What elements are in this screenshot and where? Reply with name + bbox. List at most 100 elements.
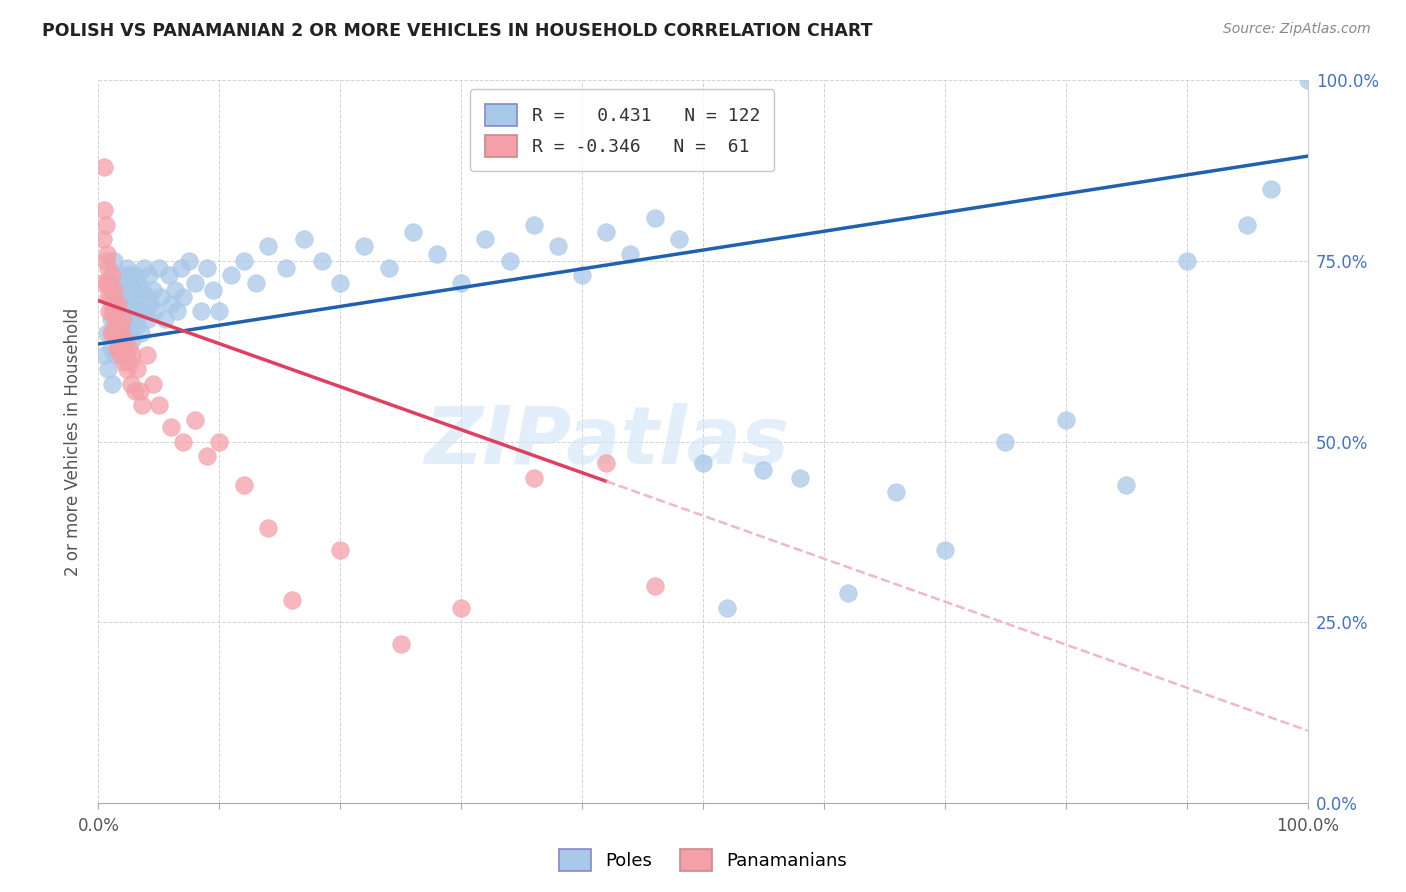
- Point: [143, 304, 166, 318]
- Y-axis label: 2 or more Vehicles in Household: 2 or more Vehicles in Household: [65, 308, 83, 575]
- Point: [523, 218, 546, 232]
- Point: [256, 239, 278, 253]
- Point: [124, 268, 146, 283]
- Point: [127, 276, 149, 290]
- Point: [127, 362, 149, 376]
- Point: [202, 283, 225, 297]
- Point: [105, 290, 128, 304]
- Point: [353, 239, 375, 253]
- Point: [115, 348, 138, 362]
- Point: [96, 326, 118, 340]
- Point: [329, 276, 352, 290]
- Point: [103, 297, 125, 311]
- Point: [108, 276, 131, 290]
- Point: [179, 253, 201, 268]
- Point: [112, 326, 135, 340]
- Point: [139, 297, 162, 311]
- Point: [111, 304, 134, 318]
- Point: [232, 253, 254, 268]
- Text: ZIPatlas: ZIPatlas: [423, 402, 789, 481]
- Point: [1115, 478, 1137, 492]
- Point: [148, 398, 170, 412]
- Point: [107, 341, 129, 355]
- Point: [166, 304, 188, 318]
- Point: [97, 290, 120, 304]
- Point: [100, 376, 122, 391]
- Point: [104, 304, 127, 318]
- Point: [94, 253, 117, 268]
- Point: [389, 637, 412, 651]
- Point: [142, 376, 165, 391]
- Point: [120, 376, 142, 391]
- Point: [292, 232, 315, 246]
- Point: [91, 276, 114, 290]
- Point: [118, 326, 141, 340]
- Point: [108, 341, 131, 355]
- Point: [934, 542, 956, 557]
- Point: [153, 311, 176, 326]
- Point: [108, 348, 131, 362]
- Point: [103, 311, 125, 326]
- Point: [256, 521, 278, 535]
- Point: [100, 304, 122, 318]
- Point: [118, 297, 141, 311]
- Point: [716, 600, 738, 615]
- Point: [117, 362, 139, 376]
- Point: [103, 283, 125, 297]
- Point: [160, 420, 183, 434]
- Point: [1236, 218, 1258, 232]
- Point: [135, 290, 157, 304]
- Point: [886, 485, 908, 500]
- Point: [274, 261, 297, 276]
- Point: [245, 276, 267, 290]
- Point: [111, 311, 134, 326]
- Point: [101, 297, 124, 311]
- Legend: Poles, Panamanians: Poles, Panamanians: [551, 842, 855, 879]
- Point: [97, 261, 120, 276]
- Point: [184, 413, 207, 427]
- Point: [132, 304, 155, 318]
- Point: [101, 276, 124, 290]
- Point: [450, 600, 472, 615]
- Point: [107, 326, 129, 340]
- Point: [1175, 253, 1198, 268]
- Point: [142, 283, 165, 297]
- Point: [96, 246, 118, 260]
- Point: [377, 261, 399, 276]
- Point: [172, 434, 194, 449]
- Point: [118, 355, 141, 369]
- Point: [150, 290, 173, 304]
- Point: [112, 283, 135, 297]
- Point: [547, 239, 569, 253]
- Point: [994, 434, 1017, 449]
- Point: [157, 268, 180, 283]
- Point: [498, 253, 520, 268]
- Point: [1260, 182, 1282, 196]
- Point: [100, 290, 122, 304]
- Point: [94, 218, 117, 232]
- Point: [523, 470, 546, 484]
- Point: [136, 311, 159, 326]
- Point: [160, 297, 183, 311]
- Point: [752, 463, 775, 477]
- Point: [121, 348, 143, 362]
- Point: [107, 297, 129, 311]
- Point: [105, 318, 128, 333]
- Point: [114, 341, 136, 355]
- Point: [1054, 413, 1077, 427]
- Point: [131, 398, 153, 412]
- Point: [127, 318, 149, 333]
- Text: Source: ZipAtlas.com: Source: ZipAtlas.com: [1223, 22, 1371, 37]
- Point: [112, 355, 135, 369]
- Point: [121, 334, 143, 348]
- Point: [329, 542, 352, 557]
- Point: [131, 283, 153, 297]
- Point: [101, 326, 124, 340]
- Point: [115, 290, 138, 304]
- Point: [138, 268, 160, 283]
- Point: [1296, 73, 1319, 87]
- Point: [619, 246, 641, 260]
- Point: [426, 246, 449, 260]
- Point: [837, 586, 859, 600]
- Point: [121, 304, 143, 318]
